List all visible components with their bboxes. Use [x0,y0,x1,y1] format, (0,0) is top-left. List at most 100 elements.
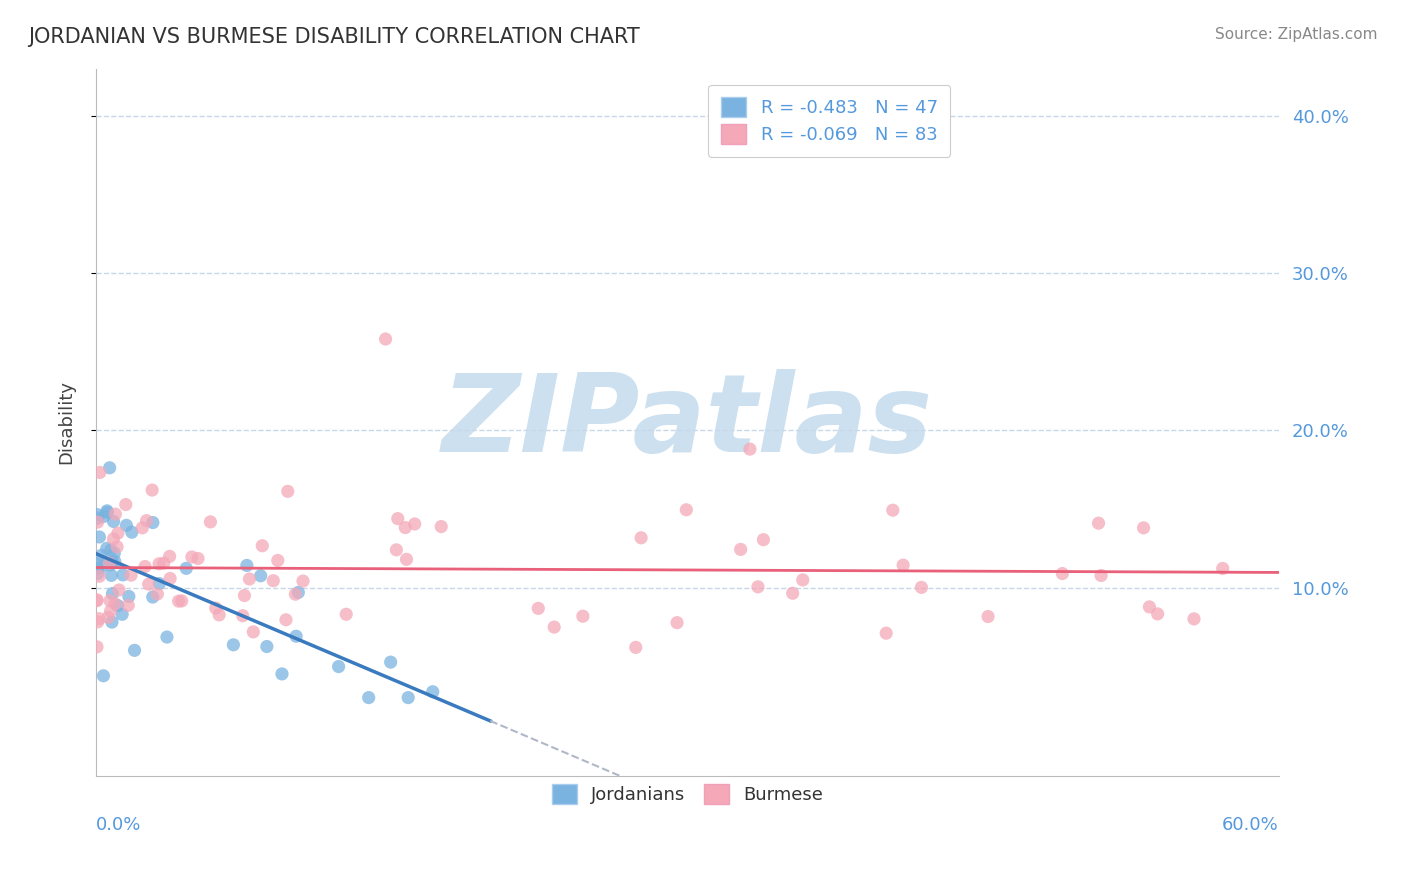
Point [89,466,111,480]
Point [100,604,122,618]
Point [782,586,804,600]
Point [146,587,169,601]
Point [87,566,110,581]
Point [86,592,108,607]
Point [256,640,278,654]
Point [624,640,647,655]
Point [87,511,110,525]
Point [232,608,254,623]
Point [148,576,170,591]
Point [170,594,193,608]
Point [142,516,165,530]
Point [138,577,160,591]
Point [374,332,396,346]
Point [86,508,108,522]
Point [977,609,1000,624]
Point [242,624,264,639]
Point [1212,561,1234,575]
Point [200,515,222,529]
Point [222,638,245,652]
Point [86,640,108,654]
Point [730,542,752,557]
Point [430,519,453,533]
Point [187,551,209,566]
Point [396,690,419,705]
Point [233,589,256,603]
Point [156,630,179,644]
Point [422,685,444,699]
Point [104,554,127,568]
Point [738,442,761,456]
Point [86,515,108,529]
Point [121,525,143,540]
Point [159,549,181,564]
Text: Source: ZipAtlas.com: Source: ZipAtlas.com [1215,27,1378,42]
Point [267,553,290,567]
Point [180,549,202,564]
Point [357,690,380,705]
Point [89,530,111,544]
Point [108,582,131,597]
Point [274,613,297,627]
Point [277,484,299,499]
Point [527,601,550,615]
Point [875,626,897,640]
Point [98,557,121,571]
Point [107,526,129,541]
Text: 60.0%: 60.0% [1222,815,1278,833]
Point [101,615,124,629]
Point [1182,612,1205,626]
Point [335,607,357,622]
Point [252,539,274,553]
Point [572,609,595,624]
Point [120,568,142,582]
Point [262,574,284,588]
Point [910,581,932,595]
Point [131,521,153,535]
Point [134,559,156,574]
Point [271,667,294,681]
Point [93,669,115,683]
Point [891,558,914,573]
Point [90,560,112,574]
Point [328,659,350,673]
Point [96,504,118,518]
Point [117,599,139,613]
Point [543,620,565,634]
Point [98,593,121,607]
Point [135,514,157,528]
Point [107,599,129,613]
Point [111,568,134,582]
Point [159,572,181,586]
Point [167,594,190,608]
Point [1087,516,1109,531]
Point [882,503,904,517]
Point [284,587,307,601]
Point [96,541,118,556]
Point [104,597,127,611]
Point [104,507,127,521]
Point [1052,566,1074,581]
Point [89,569,111,583]
Point [249,568,271,582]
Point [118,590,141,604]
Point [91,555,114,569]
Point [103,515,125,529]
Point [103,546,125,560]
Point [86,593,108,607]
Text: 0.0%: 0.0% [96,815,142,833]
Point [287,585,309,599]
Point [148,557,170,571]
Point [93,509,115,524]
Point [100,568,122,582]
Point [394,520,416,534]
Point [1132,521,1154,535]
Point [1090,568,1112,582]
Point [103,532,125,546]
Point [87,612,110,626]
Point [90,549,112,563]
Point [387,511,409,525]
Point [142,590,165,604]
Point [792,573,814,587]
Point [666,615,689,630]
